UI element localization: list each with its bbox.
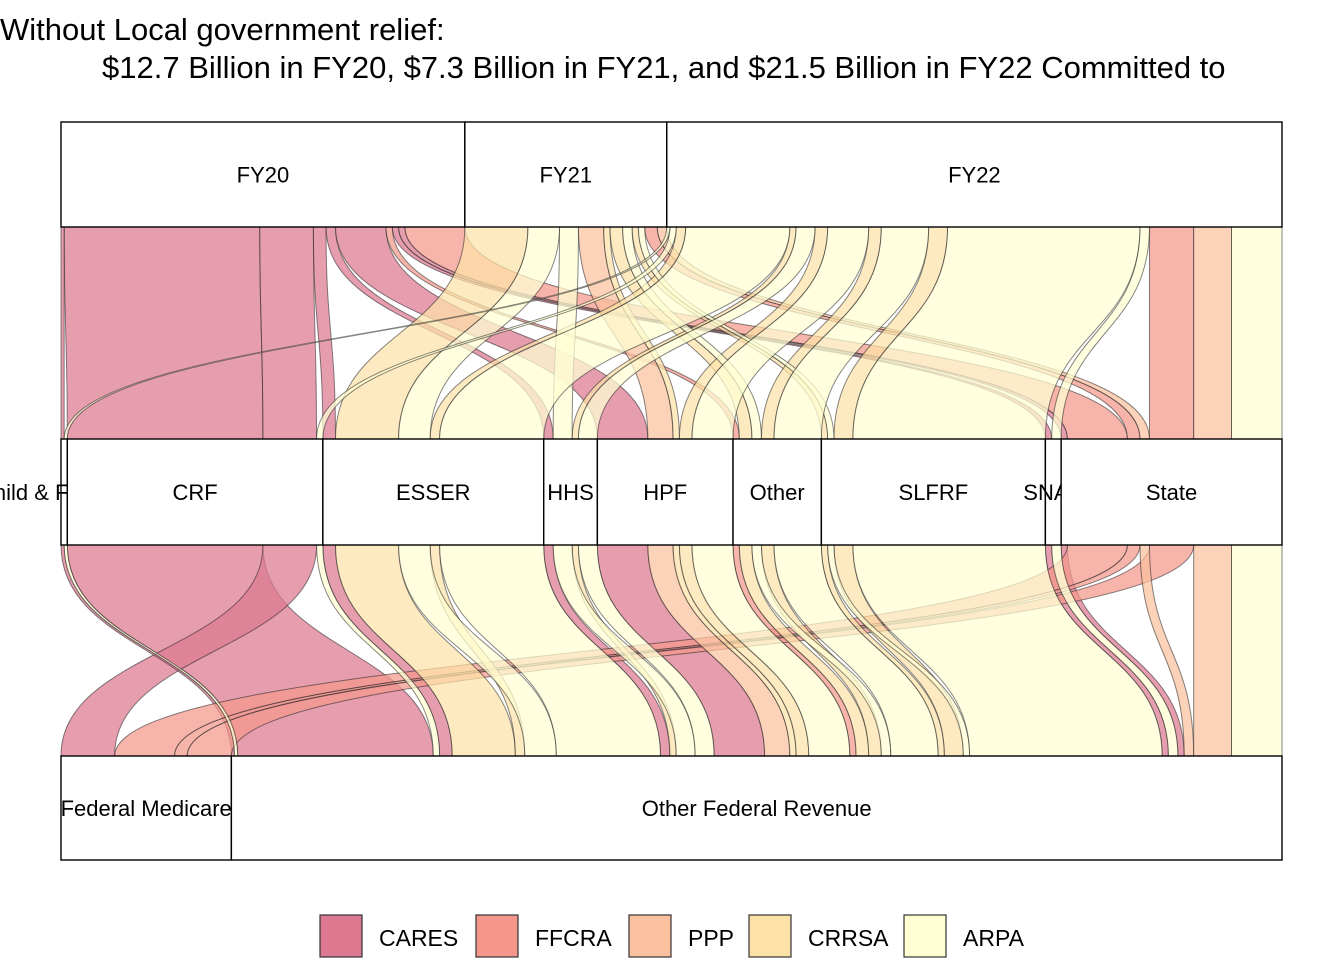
legend: CARES FFCRA PPP CRRSA ARPA — [319, 914, 1025, 958]
flow-ffcra-year-to-program — [1148, 226, 1195, 440]
stratum-label: CRF — [172, 480, 217, 505]
legend-label-arpa: ARPA — [963, 925, 1025, 951]
stratum-label: State — [1146, 480, 1197, 505]
flow-ppp-program-to-revenue — [1193, 544, 1233, 757]
stratum-box — [666, 121, 1283, 228]
stratum-box — [60, 755, 233, 861]
legend-label-cares: CARES — [379, 925, 458, 951]
legend-swatch-crrsa — [748, 914, 792, 958]
stratum-label: Other — [750, 480, 805, 505]
chart-title: Without Local government relief: — [0, 12, 445, 47]
flow-cares-year-to-program — [63, 226, 264, 440]
stratum-label: ESSER — [396, 480, 471, 505]
stratum-box — [230, 755, 1283, 861]
legend-swatch-cares — [319, 914, 363, 958]
stratum-label: Other Federal Revenue — [642, 796, 872, 821]
stratum-label: HHS — [547, 480, 593, 505]
stratum-label: FY21 — [540, 163, 593, 188]
chart-subtitle: $12.7 Billion in FY20, $7.3 Billion in F… — [102, 50, 1226, 85]
stratum-label: FY20 — [237, 163, 290, 188]
flow-ppp-year-to-program — [1193, 226, 1233, 440]
stratum-box — [596, 438, 734, 546]
legend-label-ffcra: FFCRA — [535, 925, 612, 951]
strata-layer: FY20FY21FY22Child & Fam ServCRFESSERHHSH… — [0, 121, 1283, 861]
stratum-label: Federal Medicare — [61, 796, 232, 821]
flow-arpa-program-to-revenue — [1231, 544, 1283, 757]
flow-arpa-year-to-program — [1231, 226, 1283, 440]
legend-label-crrsa: CRRSA — [808, 925, 889, 951]
stratum-label: FY22 — [948, 163, 1001, 188]
stratum-box — [66, 438, 324, 546]
flow-cares-year-to-program — [60, 226, 65, 440]
stratum-box — [1060, 438, 1283, 546]
stratum-label: HPF — [643, 480, 687, 505]
stratum-label: SLFRF — [899, 480, 969, 505]
stratum-box — [322, 438, 545, 546]
stratum-box — [464, 121, 668, 228]
stratum-box — [60, 121, 466, 228]
legend-label-ppp: PPP — [688, 925, 734, 951]
flow-cares-year-to-program — [259, 226, 318, 440]
flow-layer — [60, 226, 1283, 757]
stratum-box — [732, 438, 823, 546]
legend-swatch-arpa — [903, 914, 947, 958]
legend-swatch-ffcra — [475, 914, 519, 958]
legend-swatch-ppp — [628, 914, 672, 958]
